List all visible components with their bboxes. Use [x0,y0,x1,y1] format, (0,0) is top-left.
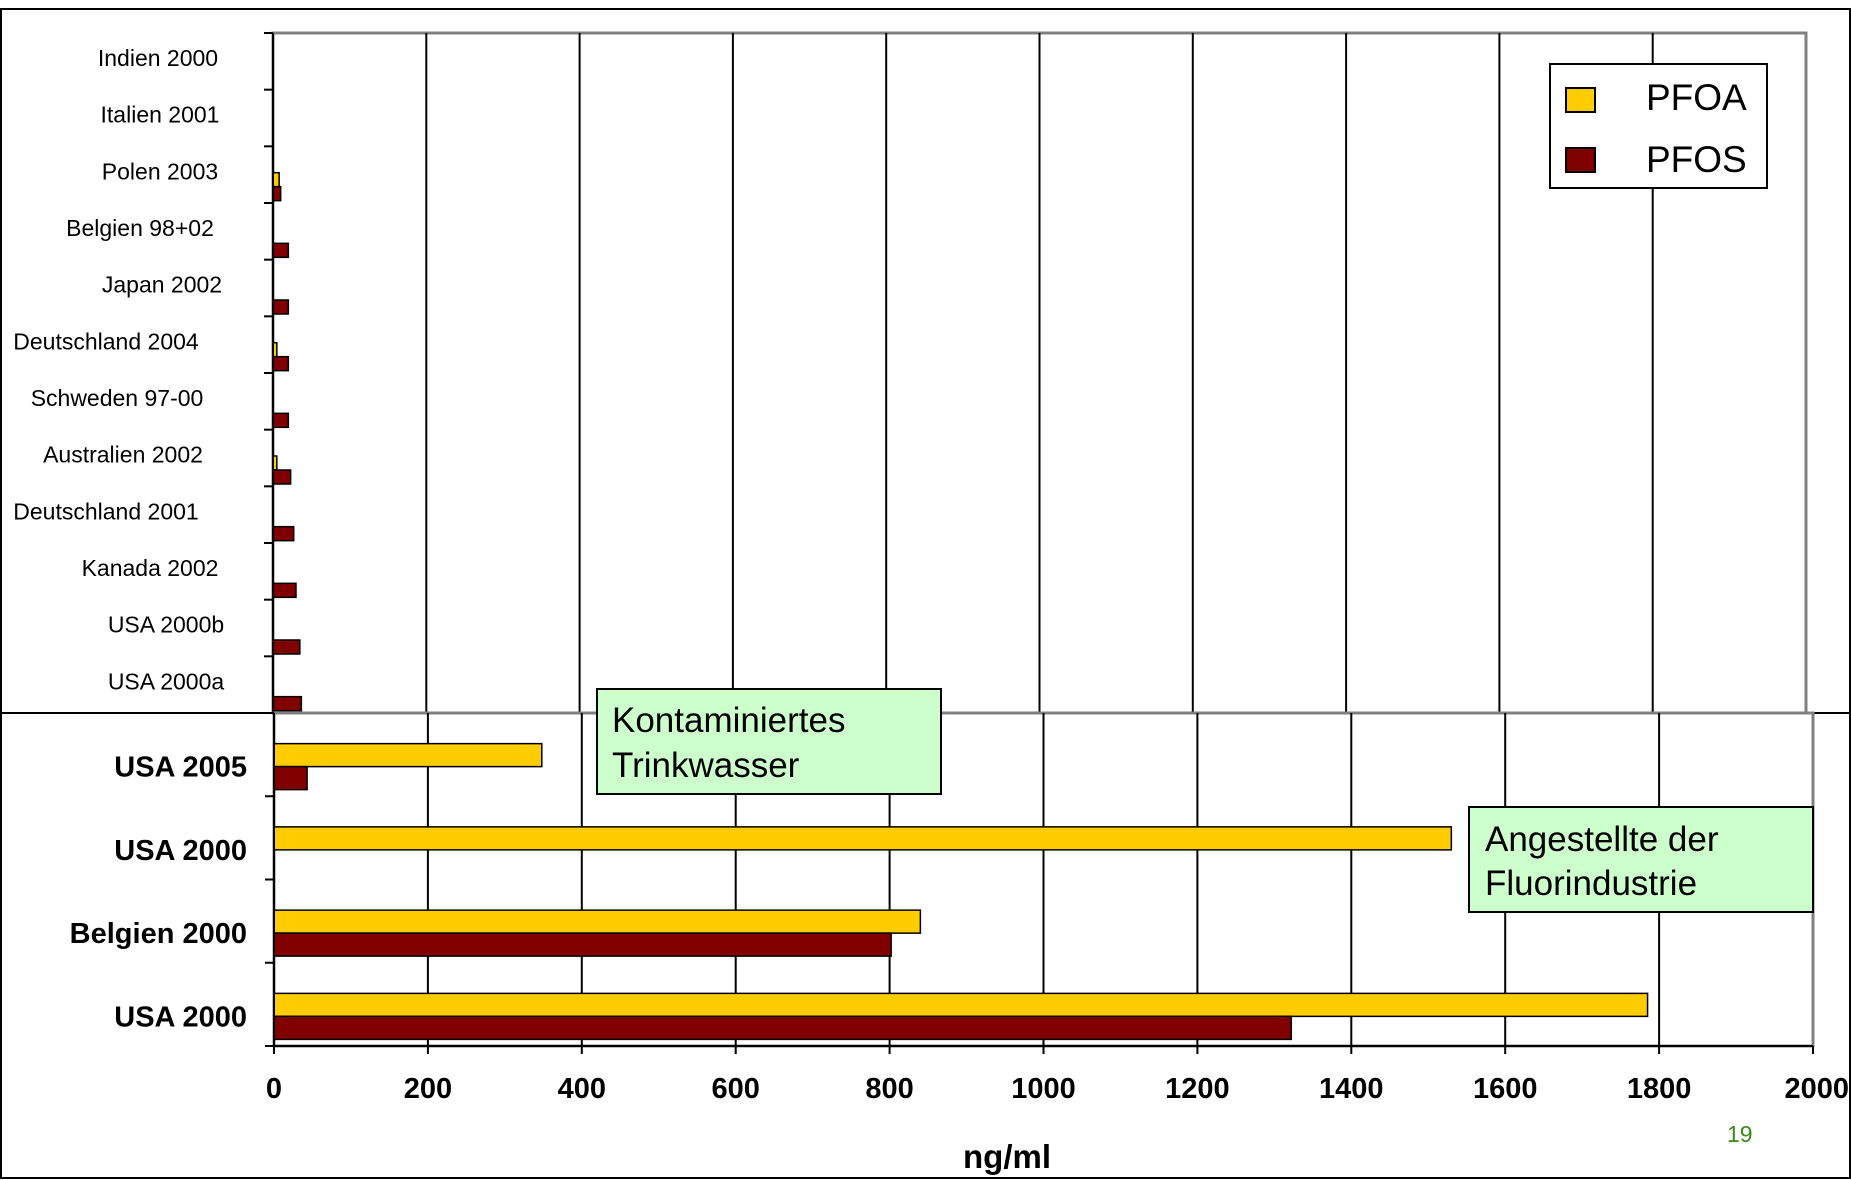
category-label: Schweden 97-00 [31,385,204,411]
annotation-line: Kontaminiertes [612,701,845,740]
bottom-gridlines [426,713,1661,1046]
x-tick-labels: 0 200 400 600 800 1000 1200 1400 1600 1800 2000 [266,1073,1849,1105]
bar-pfos [272,525,295,542]
top-chart-panel: Indien 2000 Italien 2001 Polen 2003 Belgien… [13,31,1808,715]
category-label: Indien 2000 [98,45,218,71]
x-tick-label: 1200 [1165,1073,1230,1105]
category-label: Deutschland 2004 [13,328,199,354]
x-tick-label: 1600 [1473,1073,1538,1105]
bar-pfos [273,932,892,957]
legend-label-pfos: PFOS [1646,139,1747,180]
bar-pfos [272,242,290,259]
legend-swatch-pfoa [1565,87,1596,113]
bar-pfos [272,299,290,315]
legend-swatch-pfos [1565,147,1596,173]
category-label: Belgien 98+02 [66,215,214,241]
annotation-box [596,688,942,795]
bar-pfoa [273,909,922,934]
bar-pfoa [273,992,1649,1018]
bar-pfos [272,695,303,712]
annotation-fluor-industry: Angestellte der Fluorindustrie [1468,806,1814,913]
x-tick-label: 1400 [1319,1073,1384,1105]
x-tick-label: 0 [266,1073,282,1105]
top-y-ticks [264,32,273,714]
category-label: Japan 2002 [102,272,222,298]
annotation-line: Fluorindustrie [1485,864,1697,903]
bar-pfos [272,355,290,372]
bar-pfos [273,765,308,791]
annotation-line: Trinkwasser [612,746,800,785]
x-tick-label: 200 [404,1073,452,1105]
x-tick-label: 2000 [1784,1073,1849,1105]
x-tick-label: 600 [712,1073,760,1105]
category-label: Deutschland 2001 [13,498,198,524]
category-label: Australien 2002 [43,442,203,468]
legend: PFOA PFOS [1549,63,1768,189]
annotation-line: Angestellte der [1485,820,1719,859]
bar-pfos [272,639,301,655]
category-label: USA 2000a [108,668,225,694]
legend-label-pfoa: PFOA [1646,77,1747,118]
x-axis-title: ng/ml [963,1138,1051,1175]
category-label: USA 2000b [108,612,224,638]
x-tick-label: 1000 [1011,1073,1076,1105]
category-label: Kanada 2002 [82,555,219,581]
top-category-labels: Indien 2000 Italien 2001 Polen 2003 Belgien… [13,45,224,694]
category-label: Belgien 2000 [70,918,247,950]
bar-pfos [272,582,297,599]
category-label: USA 2000 [114,835,247,867]
category-label: Italien 2001 [101,102,220,128]
bottom-x-ticks [273,1046,1814,1054]
bar-pfos [272,469,292,485]
bar-pfos [272,185,282,202]
bottom-y-ticks [265,712,274,1047]
category-label: USA 2000 [114,1001,247,1033]
bar-pfoa [273,826,1453,851]
annotation-box [1468,806,1814,913]
bottom-chart-panel: USA 2005 USA 2000 Belgien 2000 USA 2000 0 20… [0,711,1851,1175]
x-tick-label: 1800 [1627,1073,1692,1105]
bar-pfos [272,412,290,429]
category-label: USA 2005 [114,752,247,784]
x-tick-label: 400 [558,1073,606,1105]
category-label: Polen 2003 [102,158,218,184]
bar-pfoa [273,742,543,768]
bottom-bars [273,742,1649,1041]
slide-frame [0,8,1851,1179]
bottom-category-labels: USA 2005 USA 2000 Belgien 2000 USA 2000 [70,752,247,1034]
x-tick-label: 800 [865,1073,913,1105]
bar-pfos [273,1015,1293,1041]
annotation-contaminated-water: Kontaminiertes Trinkwasser [596,688,942,795]
page-number: 19 [1727,1121,1753,1147]
